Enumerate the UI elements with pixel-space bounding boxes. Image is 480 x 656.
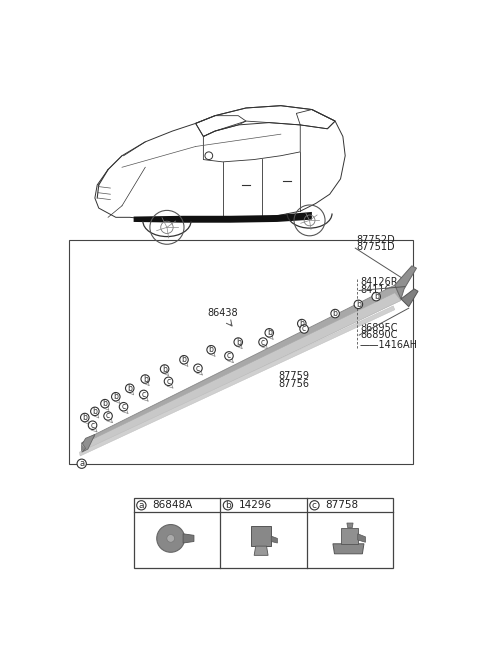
Polygon shape <box>82 293 401 451</box>
Circle shape <box>180 356 188 364</box>
Text: b: b <box>143 375 148 384</box>
Polygon shape <box>395 266 417 299</box>
Text: b: b <box>103 399 108 408</box>
Circle shape <box>259 338 267 346</box>
Text: 14296: 14296 <box>239 501 272 510</box>
Text: c: c <box>106 411 110 420</box>
Text: b: b <box>127 384 132 393</box>
Text: 86890C: 86890C <box>360 330 398 340</box>
Polygon shape <box>254 546 268 556</box>
Polygon shape <box>333 544 364 554</box>
Text: a: a <box>79 459 84 468</box>
Polygon shape <box>251 526 271 546</box>
Text: 86895C: 86895C <box>360 323 398 333</box>
Text: b: b <box>181 356 186 364</box>
Polygon shape <box>347 523 353 527</box>
Circle shape <box>104 412 112 420</box>
Circle shape <box>157 525 185 552</box>
Text: 87758: 87758 <box>325 501 359 510</box>
Text: b: b <box>225 501 231 510</box>
Circle shape <box>207 346 216 354</box>
Text: b: b <box>356 300 361 309</box>
Polygon shape <box>79 306 395 456</box>
Circle shape <box>164 377 173 386</box>
Circle shape <box>310 501 319 510</box>
Text: 84116: 84116 <box>360 285 391 295</box>
Polygon shape <box>358 534 365 543</box>
Circle shape <box>354 300 362 308</box>
Text: c: c <box>302 325 306 333</box>
Text: b: b <box>267 328 272 337</box>
Polygon shape <box>183 534 194 543</box>
Polygon shape <box>82 434 95 452</box>
Circle shape <box>91 407 99 416</box>
Text: 84126R: 84126R <box>360 277 398 287</box>
Circle shape <box>234 338 242 346</box>
Circle shape <box>300 325 308 333</box>
Circle shape <box>223 501 233 510</box>
Text: b: b <box>113 392 118 401</box>
Text: b: b <box>333 309 337 318</box>
Circle shape <box>120 403 128 411</box>
Circle shape <box>139 390 148 399</box>
Text: c: c <box>227 352 231 360</box>
Text: c: c <box>91 420 95 430</box>
Circle shape <box>167 535 175 543</box>
Text: 87751D: 87751D <box>357 241 396 252</box>
Circle shape <box>81 413 89 422</box>
Text: c: c <box>261 338 265 346</box>
Polygon shape <box>341 527 358 544</box>
Circle shape <box>331 310 339 318</box>
Circle shape <box>101 400 109 408</box>
Circle shape <box>265 329 274 337</box>
Text: b: b <box>236 338 240 346</box>
Circle shape <box>125 384 134 392</box>
Circle shape <box>194 364 202 373</box>
Circle shape <box>372 293 381 301</box>
Text: b: b <box>374 292 379 301</box>
Text: c: c <box>121 402 126 411</box>
Circle shape <box>111 392 120 401</box>
Circle shape <box>298 319 306 328</box>
Text: 86848A: 86848A <box>152 501 192 510</box>
Polygon shape <box>82 434 95 452</box>
Text: a: a <box>139 501 144 510</box>
Text: c: c <box>196 363 200 373</box>
Text: ——1416AH: ——1416AH <box>360 340 418 350</box>
Text: 87756: 87756 <box>278 379 310 389</box>
Text: 86438: 86438 <box>207 308 238 318</box>
Text: 87752D: 87752D <box>357 235 396 245</box>
Circle shape <box>141 375 149 383</box>
Polygon shape <box>133 212 312 222</box>
Text: 87759: 87759 <box>278 371 310 381</box>
Text: c: c <box>312 501 317 510</box>
Circle shape <box>225 352 233 360</box>
Polygon shape <box>401 289 418 306</box>
Polygon shape <box>271 536 277 543</box>
Text: b: b <box>300 319 304 328</box>
Text: b: b <box>93 407 97 416</box>
Text: b: b <box>209 345 214 354</box>
Circle shape <box>160 365 169 373</box>
Circle shape <box>77 459 86 468</box>
Circle shape <box>88 421 97 430</box>
Polygon shape <box>88 285 401 449</box>
Text: c: c <box>167 377 170 386</box>
Text: b: b <box>162 365 167 373</box>
Circle shape <box>137 501 146 510</box>
Text: b: b <box>83 413 87 422</box>
Text: c: c <box>142 390 146 399</box>
